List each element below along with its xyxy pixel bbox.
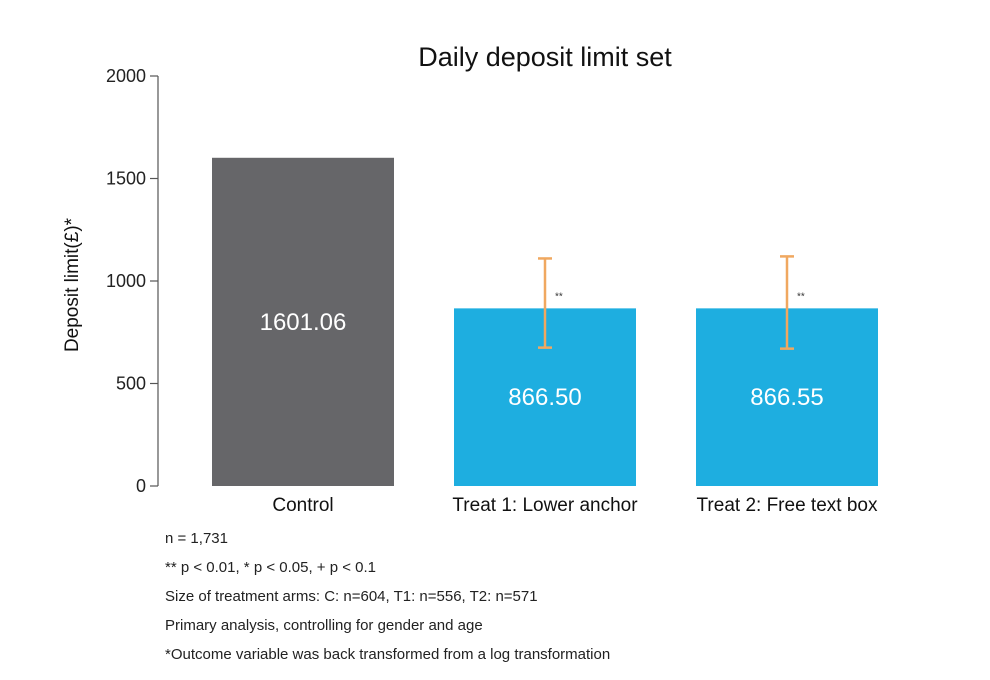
bar-value-label: 1601.06 (260, 309, 347, 336)
footnote-significance: ** p < 0.01, * p < 0.05, + p < 0.1 (165, 559, 376, 576)
x-category-label: Control (272, 495, 333, 516)
footnote-sample-size: n = 1,731 (165, 530, 228, 547)
chart-title: Daily deposit limit set (418, 42, 672, 72)
footnote-analysis: Primary analysis, controlling for gender… (165, 617, 483, 634)
footnotes: n = 1,731 ** p < 0.01, * p < 0.05, + p <… (165, 524, 610, 669)
y-tick-label: 0 (136, 476, 146, 496)
bar-chart: Daily deposit limit set Deposit limit(£)… (62, 42, 878, 516)
y-axis-label: Deposit limit(£)* (62, 217, 83, 352)
significance-marker: ** (797, 291, 805, 302)
y-tick-label: 2000 (106, 66, 146, 86)
x-category-label: Treat 1: Lower anchor (452, 495, 638, 516)
y-tick-label: 1500 (106, 169, 146, 189)
bar-value-label: 866.50 (508, 384, 581, 411)
significance-marker: ** (555, 291, 563, 302)
x-category-label: Treat 2: Free text box (697, 495, 878, 516)
y-tick-label: 500 (116, 374, 146, 394)
y-tick-label: 1000 (106, 271, 146, 291)
footnote-transformation: *Outcome variable was back transformed f… (165, 646, 611, 663)
bar-value-label: 866.55 (750, 384, 823, 411)
footnote-arm-sizes: Size of treatment arms: C: n=604, T1: n=… (165, 588, 538, 605)
bar (212, 157, 394, 486)
